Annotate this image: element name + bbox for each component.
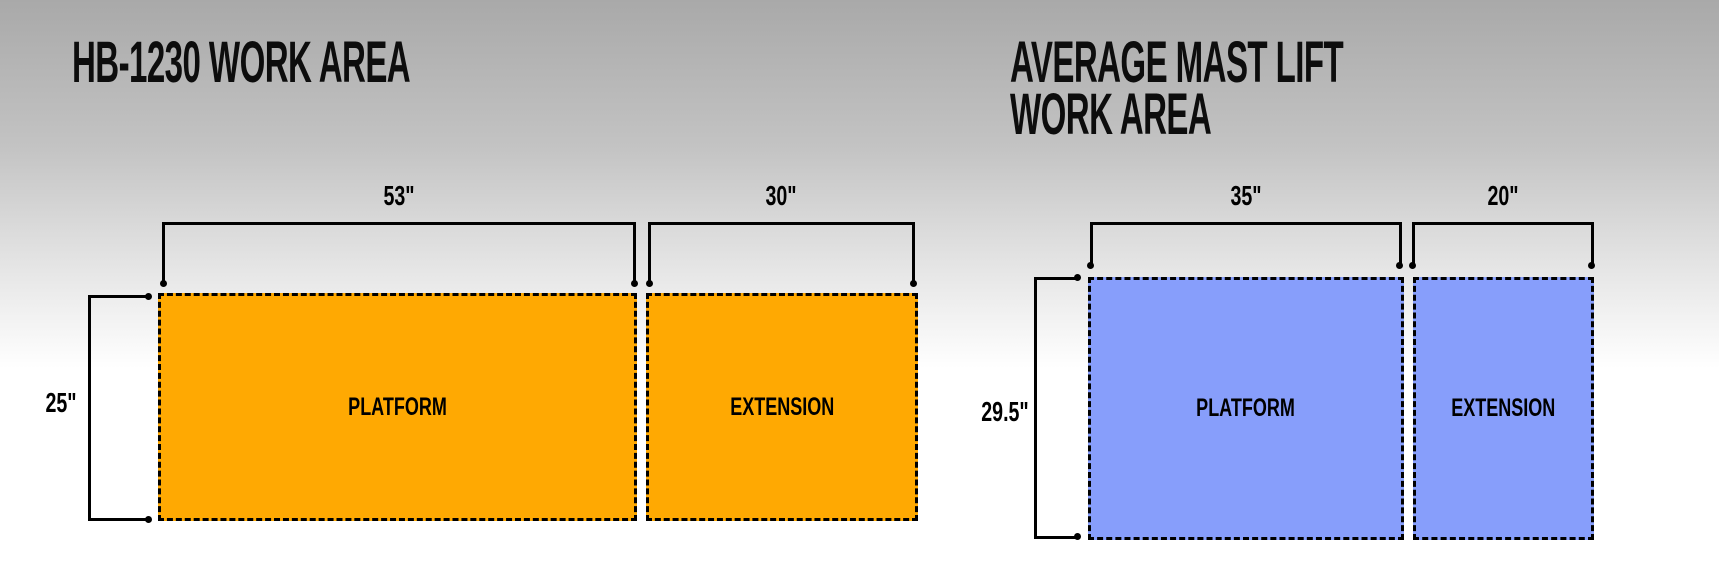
dimension-line-segment	[1412, 222, 1415, 266]
dimension-line-segment	[162, 222, 165, 282]
mast-extension-rect: EXTENSION	[1413, 277, 1594, 540]
mast-platform-rect-label: PLATFORM	[1196, 394, 1296, 422]
hb1230-extension-rect-label: EXTENSION	[729, 392, 835, 421]
hb1230-extension-rect: EXTENSION	[646, 293, 918, 521]
dimension-line-segment	[1034, 277, 1037, 539]
hb1230-extension-width-label: 30"	[765, 180, 797, 211]
mast-platform-rect: PLATFORM	[1088, 277, 1404, 540]
dimension-endpoint-dot	[1409, 262, 1416, 269]
dimension-endpoint-dot	[145, 293, 152, 300]
hb1230-platform-rect-label: PLATFORM	[348, 392, 447, 421]
dimension-endpoint-dot	[145, 516, 152, 523]
dimension-line-segment	[1090, 222, 1402, 225]
mast-depth-label: 29.5"	[981, 396, 1029, 427]
dimension-endpoint-dot	[1074, 274, 1081, 281]
dimension-line-segment	[1034, 277, 1078, 280]
dimension-line-segment	[162, 222, 636, 225]
hb1230-depth-label: 25"	[45, 387, 77, 418]
hb1230-platform-rect: PLATFORM	[158, 293, 637, 521]
dimension-endpoint-dot	[910, 280, 917, 287]
mast-platform-width-label: 35"	[1230, 180, 1262, 211]
dimension-endpoint-dot	[1588, 262, 1595, 269]
mast-lift-title: AVERAGE MAST LIFT WORK AREA	[1010, 30, 1344, 147]
dimension-endpoint-dot	[1074, 533, 1081, 540]
dimension-line-segment	[912, 222, 915, 282]
dimension-endpoint-dot	[646, 280, 653, 287]
dimension-line-segment	[88, 295, 149, 298]
dimension-line-segment	[648, 222, 651, 282]
dimension-line-segment	[1399, 222, 1402, 266]
dimension-line-segment	[1591, 222, 1594, 266]
dimension-line-segment	[1412, 222, 1594, 225]
mast-lift-title-line1: AVERAGE MAST LIFT	[1010, 30, 1344, 95]
mast-lift-title-line2: WORK AREA	[1010, 82, 1212, 147]
hb1230-title: HB-1230 WORK AREA	[72, 30, 411, 95]
dimension-endpoint-dot	[1087, 262, 1094, 269]
dimension-line-segment	[633, 222, 636, 282]
dimension-endpoint-dot	[160, 280, 167, 287]
dimension-line-segment	[648, 222, 915, 225]
hb1230-platform-width-label: 53"	[383, 180, 415, 211]
mast-extension-width-label: 20"	[1487, 180, 1519, 211]
mast-extension-rect-label: EXTENSION	[1451, 394, 1556, 422]
dimension-line-segment	[88, 518, 149, 521]
dimension-line-segment	[1090, 222, 1093, 266]
dimension-endpoint-dot	[631, 280, 638, 287]
dimension-line-segment	[88, 295, 91, 521]
dimension-line-segment	[1034, 536, 1078, 539]
dimension-endpoint-dot	[1396, 262, 1403, 269]
